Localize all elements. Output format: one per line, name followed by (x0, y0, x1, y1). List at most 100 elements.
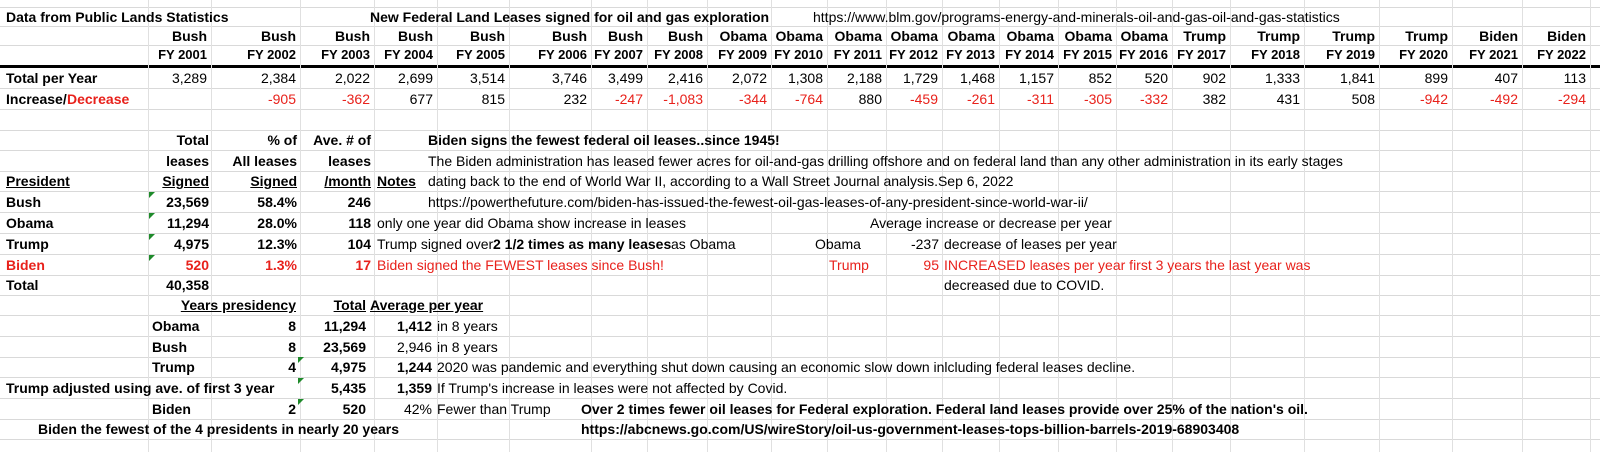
increase-decrease: -905 (267, 91, 296, 107)
row-gridline (0, 377, 1600, 378)
increase-decrease: -305 (1083, 91, 1112, 107)
footer-url: https://abcnews.go.com/US/wireStory/oil-… (581, 421, 1240, 437)
increase-decrease: -362 (341, 91, 370, 107)
comment-marker-icon[interactable] (298, 399, 304, 405)
column-president: Trump (1405, 28, 1448, 44)
article-url: https://powerthefuture.com/biden-has-iss… (428, 194, 1088, 210)
row-gridline (0, 233, 1600, 234)
header-total: Total (333, 297, 366, 313)
average-note: INCREASED leases per year first 3 years … (944, 257, 1311, 273)
total: 520 (342, 401, 366, 417)
total-per-year: 2,699 (397, 70, 433, 86)
note: 2020 was pandemic and everything shut do… (437, 359, 1136, 375)
column-president: Trump (1183, 28, 1226, 44)
average-title: Average increase or decrease per year (870, 215, 1112, 231)
total-per-year: 2,072 (731, 70, 767, 86)
average-value: 95 (923, 257, 939, 273)
average-label: Obama (815, 236, 861, 252)
total-per-year: 3,746 (551, 70, 587, 86)
column-gridline (148, 0, 149, 452)
comment-marker-icon[interactable] (149, 234, 155, 240)
president-name: Bush (152, 339, 187, 355)
total-per-year: 1,333 (1264, 70, 1300, 86)
row-gridline (0, 336, 1600, 337)
leases-per-month: 118 (348, 215, 371, 231)
column-gridline (707, 0, 708, 452)
increase-decrease: -332 (1139, 91, 1168, 107)
row-gridline (0, 7, 1600, 8)
header-pct: % of (267, 132, 297, 148)
total-per-year: 1,468 (959, 70, 995, 86)
note: in 8 years (437, 318, 498, 334)
header-avg: leases (328, 153, 371, 169)
total-per-year: 1,308 (787, 70, 823, 86)
total-per-year: 2,022 (334, 70, 370, 86)
row-gridline (0, 45, 1600, 46)
column-gridline (1230, 0, 1231, 452)
total: 11,294 (323, 318, 366, 334)
row-gridline (0, 254, 1600, 255)
column-fiscal-year: FY 2016 (1119, 47, 1168, 62)
column-president: Biden (1547, 28, 1586, 44)
column-fiscal-year: FY 2009 (718, 47, 767, 62)
total-value: 40,358 (166, 277, 209, 293)
note: as Obama (671, 236, 736, 252)
average: 42% (403, 401, 432, 417)
column-president: Obama (775, 28, 823, 44)
total-leases: 520 (185, 257, 209, 273)
comment-marker-icon[interactable] (298, 357, 304, 363)
column-president: Obama (719, 28, 767, 44)
note: If Trump's increase in leases were not a… (437, 380, 788, 396)
header-notes: Notes (377, 173, 416, 189)
header-total: leases (166, 153, 209, 169)
column-fiscal-year: FY 2021 (1469, 47, 1518, 62)
increase-decrease: -247 (614, 91, 643, 107)
note: in 8 years (437, 339, 498, 355)
comment-marker-icon[interactable] (149, 192, 155, 198)
column-president: Trump (1257, 28, 1300, 44)
comment-marker-icon[interactable] (298, 378, 304, 384)
average: 1,359 (396, 380, 432, 396)
increase-decrease: -311 (1027, 91, 1054, 107)
increase-decrease: 677 (409, 91, 433, 107)
total-per-year: 113 (1563, 70, 1586, 86)
column-gridline (647, 0, 648, 452)
increase-decrease: 232 (563, 91, 587, 107)
increase-decrease: 508 (1351, 91, 1375, 107)
increase-decrease: -942 (1419, 91, 1448, 107)
row-gridline (0, 26, 1600, 27)
column-fiscal-year: FY 2011 (833, 47, 882, 62)
column-fiscal-year: FY 2013 (946, 47, 995, 62)
total-per-year: 2,188 (846, 70, 882, 86)
row-gridline (0, 439, 1600, 440)
column-gridline (374, 0, 375, 452)
percent-of-leases: 1.3% (265, 257, 297, 273)
column-president: Bush (261, 28, 296, 44)
column-president: Bush (470, 28, 505, 44)
total-per-year: 899 (1424, 70, 1448, 86)
total: 4,975 (330, 359, 366, 375)
row-gridline (0, 275, 1600, 276)
column-president: Bush (172, 28, 207, 44)
column-gridline (509, 0, 510, 452)
column-fiscal-year: FY 2020 (1399, 47, 1448, 62)
increase-decrease: 431 (1276, 91, 1300, 107)
column-gridline (1522, 0, 1523, 452)
column-fiscal-year: FY 2010 (774, 47, 823, 62)
header-pct: Signed (250, 173, 297, 189)
header-pct: All leases (232, 153, 297, 169)
comment-marker-icon[interactable] (149, 213, 155, 219)
column-fiscal-year: FY 2007 (594, 47, 643, 62)
leases-per-month: 246 (347, 194, 371, 210)
comment-marker-icon[interactable] (149, 255, 155, 261)
total: 5,435 (330, 380, 366, 396)
years-count: 8 (288, 339, 296, 355)
header-avg: Ave. # of (313, 132, 371, 148)
average-note: decreased due to COVID. (944, 277, 1105, 293)
president-name: Bush (6, 194, 41, 210)
row-gridline (0, 212, 1600, 213)
increase-decrease: -764 (794, 91, 823, 107)
column-president: Bush (552, 28, 587, 44)
increase-decrease: -492 (1489, 91, 1518, 107)
average: 2,946 (396, 339, 432, 355)
